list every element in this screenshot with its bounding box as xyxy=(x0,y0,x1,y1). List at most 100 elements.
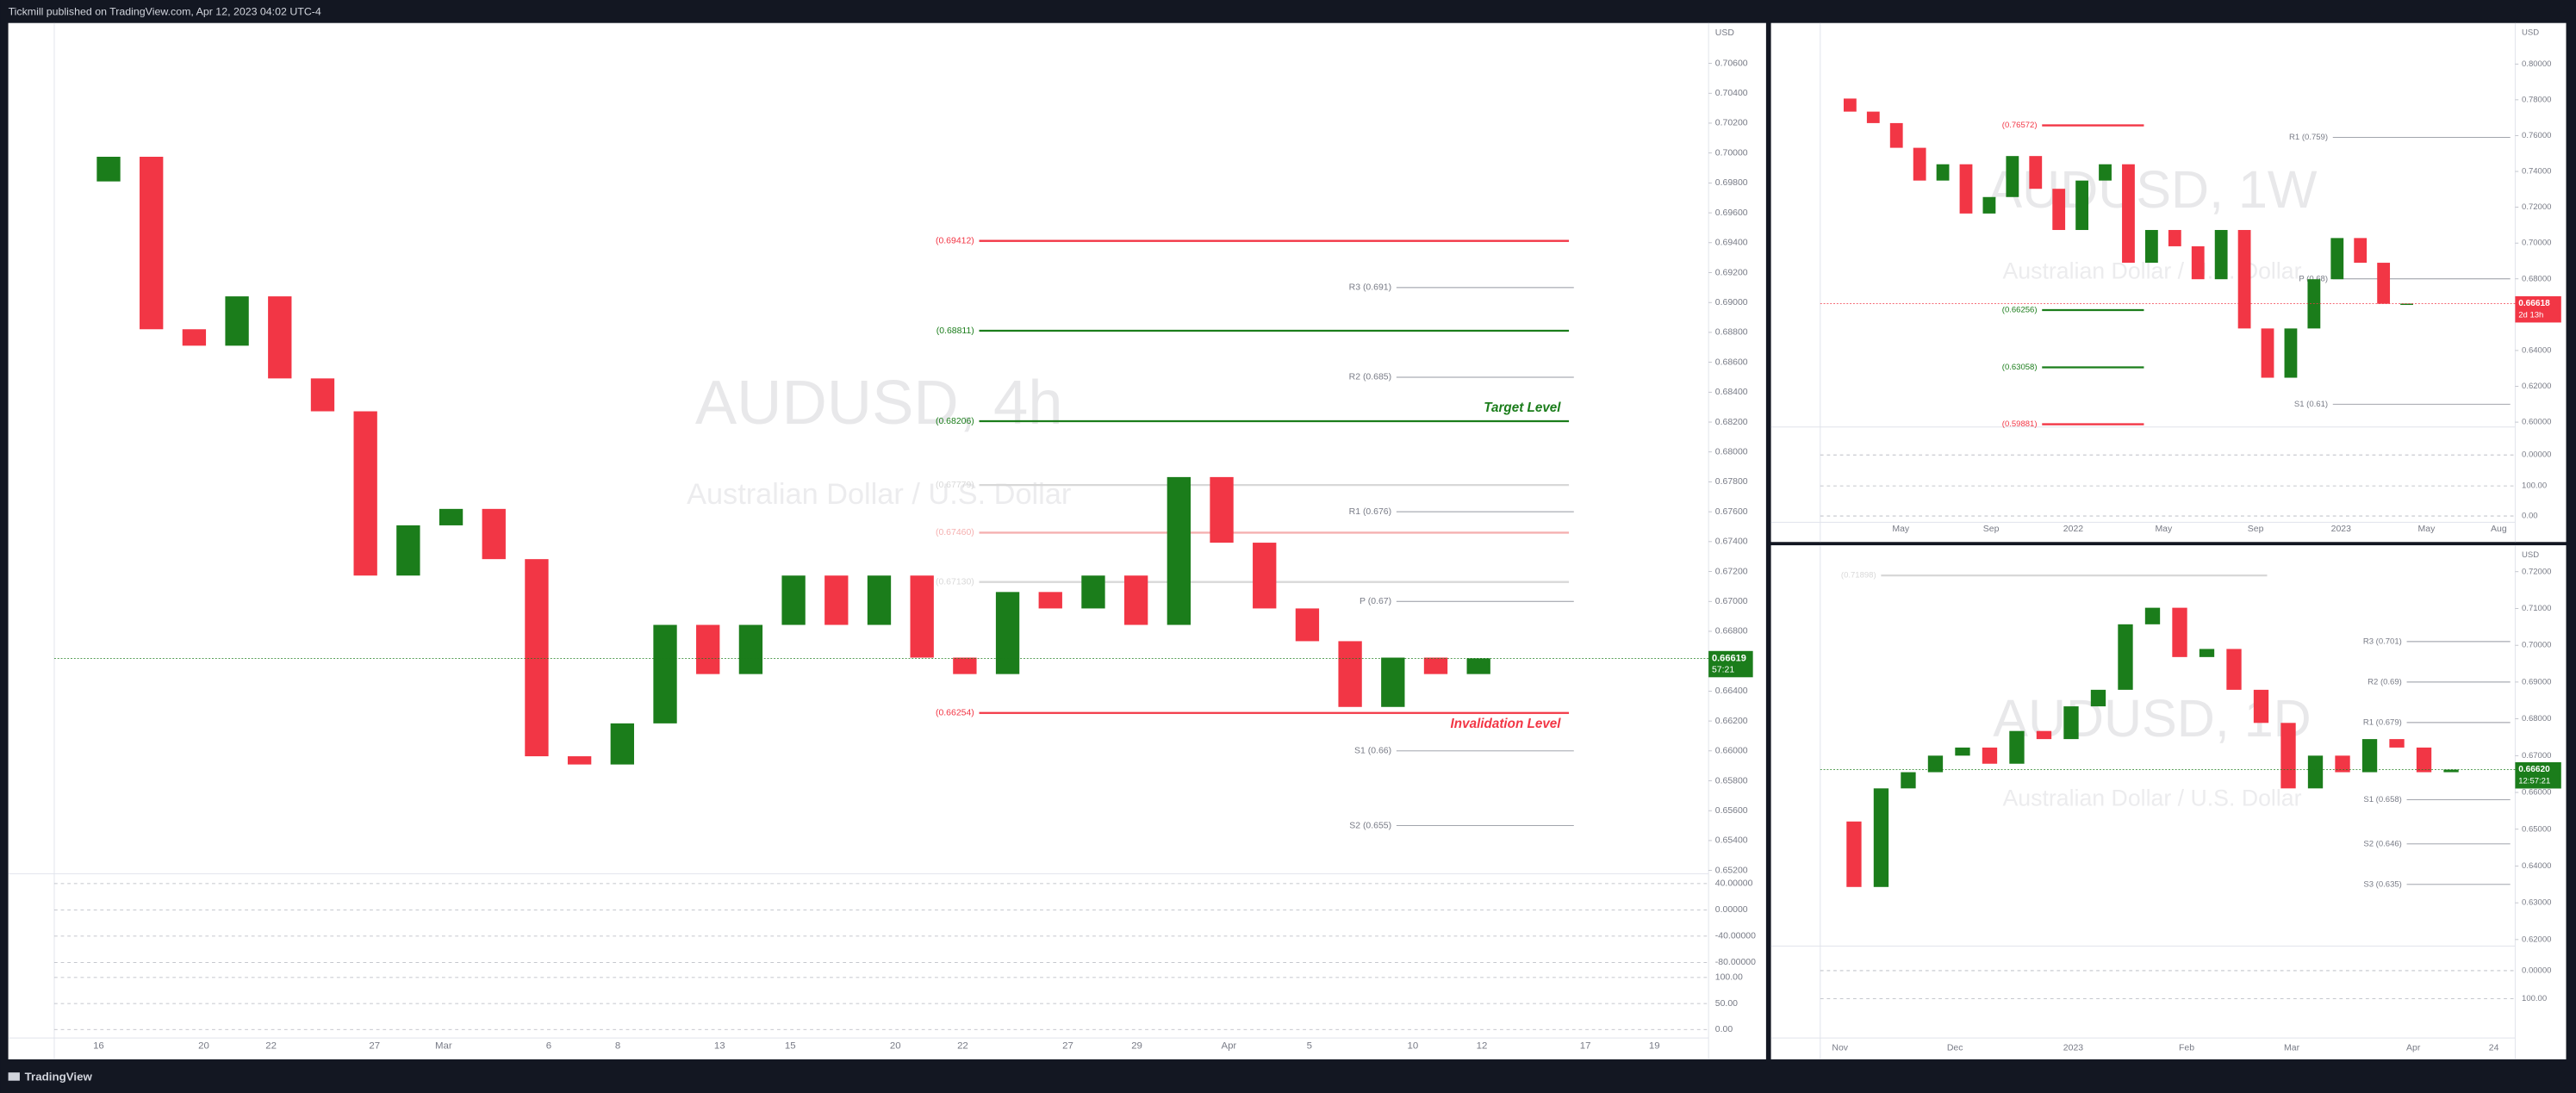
osc-tick-label: 100.00 xyxy=(2522,994,2547,1003)
candle xyxy=(2443,769,2459,773)
candle xyxy=(1955,747,1970,756)
x-tick-label: Nov xyxy=(1832,1043,1848,1053)
x-tick-label: May xyxy=(2418,525,2436,534)
candle xyxy=(396,525,420,576)
candle xyxy=(2075,180,2089,231)
panel-bg xyxy=(8,22,1766,1059)
candle xyxy=(1873,788,1889,887)
panel-bg xyxy=(1770,22,2567,543)
candle xyxy=(2036,730,2052,740)
level-note: Invalidation Level xyxy=(1451,717,1562,731)
currency-label: USD xyxy=(2522,28,2539,38)
y-tick-label: 0.68800 xyxy=(1715,328,1748,338)
candle xyxy=(2009,730,2025,764)
level-label: (0.67779) xyxy=(936,481,974,490)
level-label: (0.71898) xyxy=(1841,571,1876,581)
y-tick-label: 0.67800 xyxy=(1715,477,1748,487)
x-tick-label: May xyxy=(1892,525,1910,534)
x-tick-label: 13 xyxy=(714,1041,725,1052)
y-tick-label: 0.69800 xyxy=(1715,178,1748,188)
y-tick-label: 0.70000 xyxy=(2522,239,2551,248)
candle xyxy=(268,296,292,379)
y-tick-label: 0.67000 xyxy=(2522,751,2551,761)
candle xyxy=(1295,608,1320,642)
x-tick-label: 24 xyxy=(2489,1043,2499,1053)
level-label: (0.59881) xyxy=(2002,419,2038,429)
level-label: (0.66254) xyxy=(936,708,974,717)
candle xyxy=(1167,476,1192,625)
candle xyxy=(2144,607,2161,624)
symbol-description: Australian Dollar / U.S. Dollar xyxy=(2002,786,2301,811)
level-label: (0.67460) xyxy=(936,528,974,537)
pivot-label: R3 (0.691) xyxy=(1349,283,1391,293)
level-label: (0.68811) xyxy=(936,326,974,336)
candle xyxy=(1081,575,1105,609)
osc-tick-label: 0.00000 xyxy=(2522,966,2551,975)
x-tick-label: 27 xyxy=(369,1041,380,1052)
y-tick-label: 0.65200 xyxy=(1715,866,1748,875)
y-tick-label: 0.63000 xyxy=(2522,898,2551,908)
x-tick-label: 22 xyxy=(957,1041,968,1052)
candle xyxy=(781,575,806,625)
candle xyxy=(310,378,335,412)
candle xyxy=(1936,164,1950,181)
candle xyxy=(482,508,506,560)
candle xyxy=(910,575,934,658)
y-tick-label: 0.70000 xyxy=(1715,148,1748,158)
candle xyxy=(2284,328,2298,378)
y-tick-label: 0.70400 xyxy=(1715,89,1748,98)
y-tick-label: 0.66400 xyxy=(1715,686,1748,696)
candle xyxy=(2052,189,2066,231)
osc-tick-label: 0.00 xyxy=(2522,512,2538,521)
price-tag-countdown: 57:21 xyxy=(1712,665,1734,674)
candle xyxy=(2144,230,2158,264)
pivot-label: R2 (0.685) xyxy=(1349,373,1391,382)
osc-tick-label: 0.00000 xyxy=(2522,450,2551,460)
osc-tick-label: 0.00000 xyxy=(1715,905,1748,915)
pivot-label: R2 (0.69) xyxy=(2368,677,2402,686)
level-label: (0.68206) xyxy=(936,417,974,426)
x-tick-label: 2022 xyxy=(2063,525,2083,534)
y-tick-label: 0.74000 xyxy=(2522,167,2551,177)
candle xyxy=(1466,658,1490,674)
chart-panel: AUDUSD, 4h Australian Dollar / U.S. Dolla… xyxy=(8,22,1766,1059)
y-tick-label: 0.68400 xyxy=(1715,388,1748,397)
y-tick-label: 0.69600 xyxy=(1715,208,1748,218)
x-tick-label: 15 xyxy=(785,1041,796,1052)
y-tick-label: 0.70000 xyxy=(2522,641,2551,650)
y-tick-label: 0.66200 xyxy=(1715,717,1748,726)
candle xyxy=(995,592,1020,674)
y-tick-label: 0.64000 xyxy=(2522,345,2551,355)
candle xyxy=(96,157,121,182)
y-tick-label: 0.67600 xyxy=(1715,507,1748,517)
candle xyxy=(2122,164,2135,264)
x-tick-label: Feb xyxy=(2179,1043,2194,1053)
pivot-label: P (0.67) xyxy=(1360,597,1391,606)
y-tick-label: 0.60000 xyxy=(2522,418,2551,427)
y-tick-label: 0.64000 xyxy=(2522,861,2551,871)
y-tick-label: 0.68000 xyxy=(2522,714,2551,723)
osc-tick-label: -80.00000 xyxy=(1715,958,1756,967)
y-tick-label: 0.65800 xyxy=(1715,776,1748,786)
currency-label: USD xyxy=(2522,550,2539,560)
pivot-label: R1 (0.759) xyxy=(2289,133,2328,142)
y-tick-label: 0.65000 xyxy=(2522,824,2551,834)
y-tick-label: 0.72000 xyxy=(2522,567,2551,576)
candle xyxy=(1253,543,1277,609)
candle xyxy=(2168,230,2181,246)
x-tick-label: 29 xyxy=(1131,1041,1142,1052)
pivot-label: S2 (0.655) xyxy=(1349,821,1391,830)
candle xyxy=(653,624,677,723)
osc-tick-label: 50.00 xyxy=(1715,999,1738,1009)
x-tick-label: 17 xyxy=(1580,1041,1591,1052)
candle xyxy=(2253,689,2269,723)
symbol-watermark: AUDUSD, 4h xyxy=(695,368,1063,438)
candle xyxy=(1901,772,1916,789)
candle xyxy=(2214,230,2228,280)
y-tick-label: 0.65600 xyxy=(1715,806,1748,816)
candle xyxy=(2199,649,2215,657)
x-tick-label: Sep xyxy=(2248,525,2264,534)
y-tick-label: 0.66000 xyxy=(1715,747,1748,756)
candle xyxy=(2261,328,2274,378)
